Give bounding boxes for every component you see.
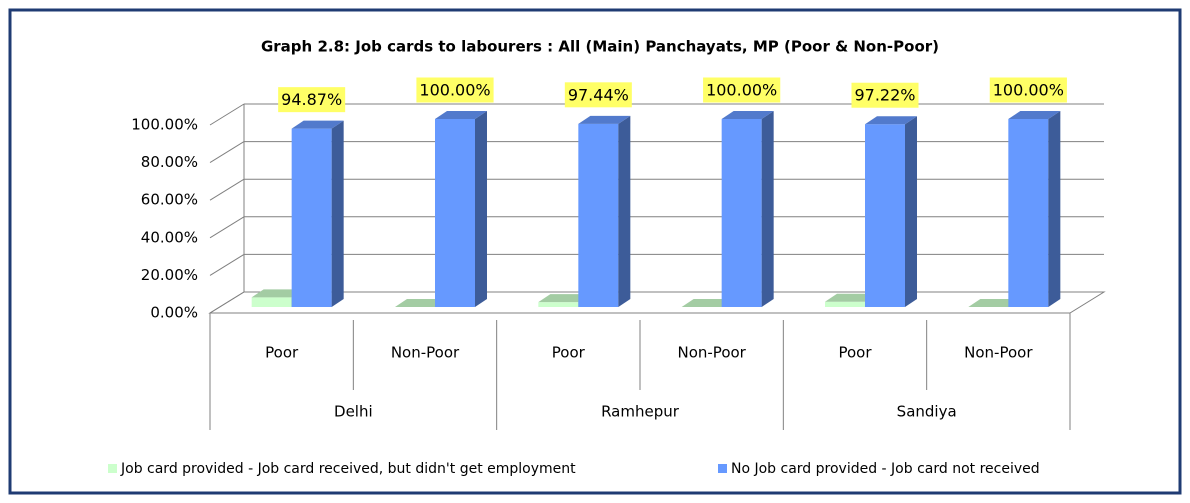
grid-line-side: [209, 291, 245, 314]
bar-top: [825, 293, 877, 302]
value-label-box: [564, 82, 632, 108]
bar: [968, 299, 1021, 307]
bar-top: [968, 299, 1021, 307]
group-label: Sandiya: [897, 403, 957, 421]
bar: [721, 111, 774, 307]
bar-top: [251, 289, 304, 298]
x-tick-label: Non-Poor: [677, 344, 746, 362]
bar: [291, 120, 344, 307]
value-label: 97.22%: [854, 86, 915, 105]
bar-top: [1008, 111, 1061, 119]
chart-title: Graph 2.8: Job cards to labourers : All …: [261, 38, 939, 56]
x-tick-label: Poor: [552, 344, 586, 362]
y-tick-label: 20.00%: [141, 266, 198, 284]
bar: [681, 299, 734, 307]
bar-front: [865, 124, 905, 307]
x-tick-label: Poor: [265, 344, 299, 362]
bar-side: [761, 111, 774, 307]
bar-side: [1048, 111, 1061, 307]
value-label: 100.00%: [419, 81, 490, 100]
grid-line-side: [209, 103, 245, 126]
value-label-box: [989, 77, 1067, 103]
bar-side: [331, 120, 344, 307]
bar-front: [291, 128, 332, 307]
value-label: 97.44%: [568, 85, 629, 104]
x-tick-label: Non-Poor: [964, 344, 1033, 362]
legend-swatch: [108, 464, 117, 473]
bar-front: [578, 123, 619, 307]
bar-front: [538, 302, 579, 307]
value-label-box: [278, 87, 346, 113]
group-label: Ramhepur: [601, 403, 680, 421]
legend-label: Job card provided - Job card received, b…: [120, 461, 576, 477]
x-tick-label: Poor: [838, 344, 872, 362]
y-tick-label: 100.00%: [131, 116, 198, 134]
bar-top: [865, 116, 917, 125]
value-label-box: [416, 77, 494, 103]
bar-front: [825, 301, 865, 307]
x-tick-label: Non-Poor: [391, 344, 460, 362]
bar: [395, 299, 447, 307]
grid-line-side: [209, 253, 245, 276]
value-label: 94.87%: [281, 90, 342, 109]
grid-line-side: [209, 178, 245, 201]
bar-side: [905, 116, 917, 307]
y-tick-label: 60.00%: [141, 191, 198, 209]
floor: [208, 291, 1106, 314]
bar-top: [721, 111, 774, 119]
bar-top: [395, 299, 447, 307]
bar-front: [251, 297, 292, 307]
value-label: 100.00%: [993, 81, 1064, 100]
value-label: 100.00%: [706, 81, 777, 100]
y-tick-label: 80.00%: [141, 153, 198, 171]
grid-line-side: [209, 141, 245, 164]
bar: [578, 115, 631, 307]
bar-front: [1008, 119, 1049, 307]
y-tick-label: 40.00%: [141, 228, 198, 246]
bar-top: [538, 294, 591, 303]
bar: [435, 111, 487, 307]
bar-top: [435, 111, 487, 119]
legend-swatch: [718, 464, 727, 473]
bar-front: [721, 119, 762, 307]
bar-front: [435, 119, 475, 307]
bar-top: [681, 299, 734, 307]
group-label: Delhi: [334, 403, 373, 421]
value-label-box: [851, 82, 919, 108]
y-tick-label: 0.00%: [150, 304, 198, 322]
bar-side: [475, 111, 487, 307]
bar: [865, 116, 917, 307]
grid-line-side: [209, 216, 245, 239]
bar-side: [618, 115, 631, 307]
bar-top: [578, 115, 631, 124]
bar: [1008, 111, 1061, 307]
bar-top: [291, 120, 344, 129]
value-label-box: [703, 77, 781, 103]
legend-label: No Job card provided - Job card not rece…: [731, 461, 1040, 477]
